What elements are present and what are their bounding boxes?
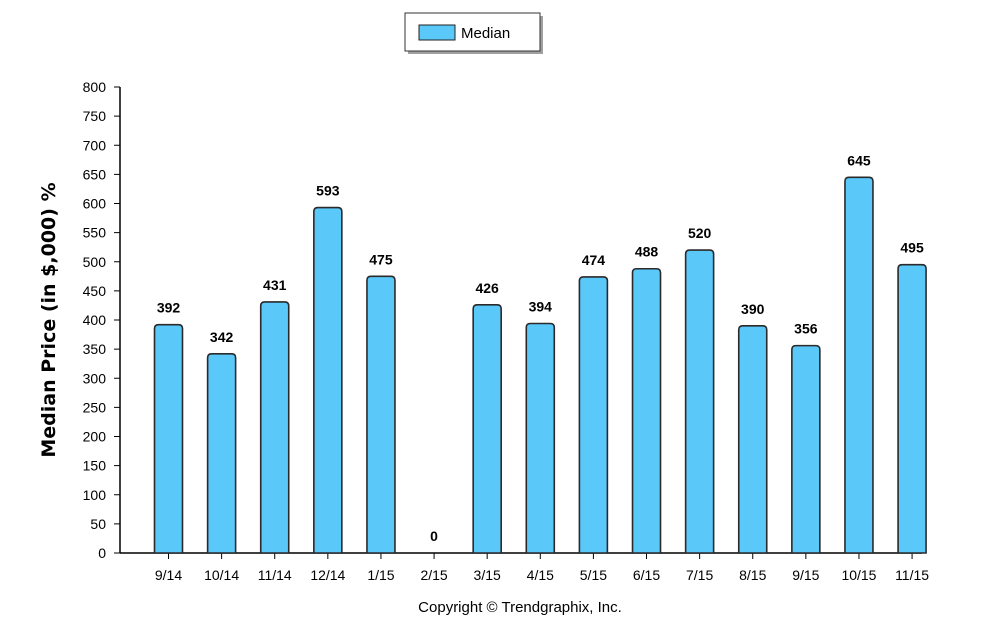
bar — [366, 275, 396, 554]
data-label: 342 — [210, 329, 234, 345]
legend-swatch — [418, 24, 456, 41]
x-tick-label: 11/15 — [895, 567, 929, 583]
data-label: 392 — [157, 300, 181, 316]
data-label: 356 — [794, 321, 818, 337]
data-label: 488 — [635, 244, 659, 260]
y-tick-label: 300 — [83, 370, 107, 386]
x-tick-label: 6/15 — [633, 567, 660, 583]
y-tick-label: 500 — [83, 254, 107, 270]
y-tick-label: 50 — [90, 516, 106, 532]
data-label: 394 — [529, 298, 553, 314]
bar — [206, 352, 237, 554]
x-tick-label: 11/14 — [258, 567, 292, 583]
x-tick-label: 5/15 — [580, 567, 607, 583]
bar — [525, 322, 556, 554]
data-label: 475 — [369, 251, 393, 267]
data-label: 431 — [263, 277, 287, 293]
x-tick-label: 9/15 — [792, 567, 819, 583]
x-tick-label: 2/15 — [420, 567, 447, 583]
bar — [631, 267, 662, 554]
y-axis-title: Median Price (in $,000) % — [38, 182, 60, 457]
x-tick-label: 12/14 — [310, 567, 345, 583]
bar — [897, 263, 927, 554]
data-label: 390 — [741, 301, 765, 317]
bar — [259, 301, 290, 554]
x-axis: 9/14 10/14 11/14 12/14 1/15 2/15 3/15 4/15 5/15 6… — [120, 552, 929, 583]
copyright-text: Copyright © Trendgraphix, Inc. — [418, 599, 622, 616]
y-tick-label: 100 — [83, 487, 107, 503]
y-tick-label: 150 — [83, 458, 107, 474]
y-tick-label: 600 — [83, 196, 107, 212]
x-tick-label: 8/15 — [739, 567, 766, 583]
y-tick-label: 450 — [83, 283, 107, 299]
bar — [737, 325, 768, 554]
y-tick-label: 400 — [83, 312, 107, 328]
y-axis: 0 50 100 150 200 250 300 350 400 450 500 550 600 650 7… — [83, 79, 121, 561]
y-tick-label: 200 — [83, 429, 107, 445]
y-tick-label: 650 — [83, 166, 107, 182]
x-tick-label: 3/15 — [474, 567, 501, 583]
x-tick-label: 4/15 — [527, 567, 554, 583]
bar — [153, 323, 184, 554]
legend-label: Median — [461, 25, 510, 42]
bar — [844, 176, 874, 554]
data-label: 645 — [847, 152, 871, 168]
y-tick-label: 550 — [83, 225, 107, 241]
data-label: 426 — [475, 280, 499, 296]
data-label: 593 — [316, 183, 340, 199]
y-tick-label: 350 — [83, 341, 107, 357]
y-tick-label: 0 — [98, 545, 106, 561]
bar — [791, 344, 821, 554]
data-label: 520 — [688, 225, 712, 241]
x-tick-label: 7/15 — [686, 567, 713, 583]
x-tick-label: 10/15 — [841, 567, 876, 583]
bar — [472, 304, 502, 554]
bar — [313, 206, 343, 554]
bar — [684, 249, 715, 554]
x-tick-label: 1/15 — [367, 567, 394, 583]
y-tick-label: 250 — [83, 399, 107, 415]
y-tick-label: 800 — [83, 79, 107, 95]
x-tick-label: 10/14 — [204, 567, 239, 583]
data-label: 0 — [430, 528, 438, 544]
bars — [153, 176, 927, 554]
bar — [578, 276, 609, 554]
legend: Median — [404, 12, 543, 54]
data-labels: 392 342 431 593 475 0 426 394 474 488 520 390 356 645… — [157, 152, 924, 544]
data-label: 474 — [582, 252, 606, 268]
y-tick-label: 750 — [83, 108, 107, 124]
y-tick-label: 700 — [83, 137, 107, 153]
data-label: 495 — [900, 240, 924, 256]
x-tick-label: 9/14 — [155, 567, 182, 583]
